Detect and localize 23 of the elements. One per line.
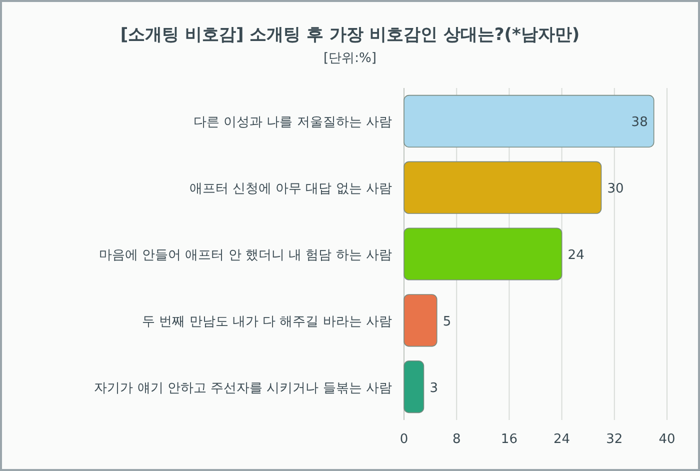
- x-tick-label: 0: [400, 432, 408, 447]
- chart-subtitle: [단위:%]: [324, 51, 376, 66]
- x-tick-label: 24: [554, 432, 570, 447]
- data-label: 30: [607, 182, 624, 197]
- data-label: 38: [631, 115, 648, 130]
- y-tick-label: 마음에 안들어 애프터 안 했더니 내 험담 하는 사람: [98, 248, 392, 263]
- y-tick-label: 애프터 신청에 아무 대답 없는 사람: [189, 182, 392, 197]
- bar: [404, 294, 438, 347]
- x-tick-label: 16: [500, 432, 518, 447]
- data-label: 5: [442, 314, 452, 330]
- x-tick-label: 8: [452, 432, 461, 447]
- x-tick-label: 40: [658, 432, 676, 447]
- data-label: 24: [568, 248, 584, 263]
- bar: [404, 94, 654, 148]
- y-tick-label: 두 번째 만남도 내가 다 해주길 바라는 사람: [142, 314, 392, 330]
- chart-title: [소개팅 비호감] 소개팅 후 가장 비호감인 상대는?(*남자만): [120, 25, 580, 45]
- bar: [404, 161, 602, 214]
- x-tick-label: 32: [606, 432, 623, 447]
- bar: [404, 360, 424, 414]
- data-label: 3: [430, 380, 438, 396]
- y-tick-label: 다른 이성과 나를 저울질하는 사람: [193, 115, 392, 130]
- y-tick-label: 자기가 얘기 안하고 주선자를 시키거나 들볶는 사람: [94, 380, 392, 396]
- bar: [404, 228, 562, 280]
